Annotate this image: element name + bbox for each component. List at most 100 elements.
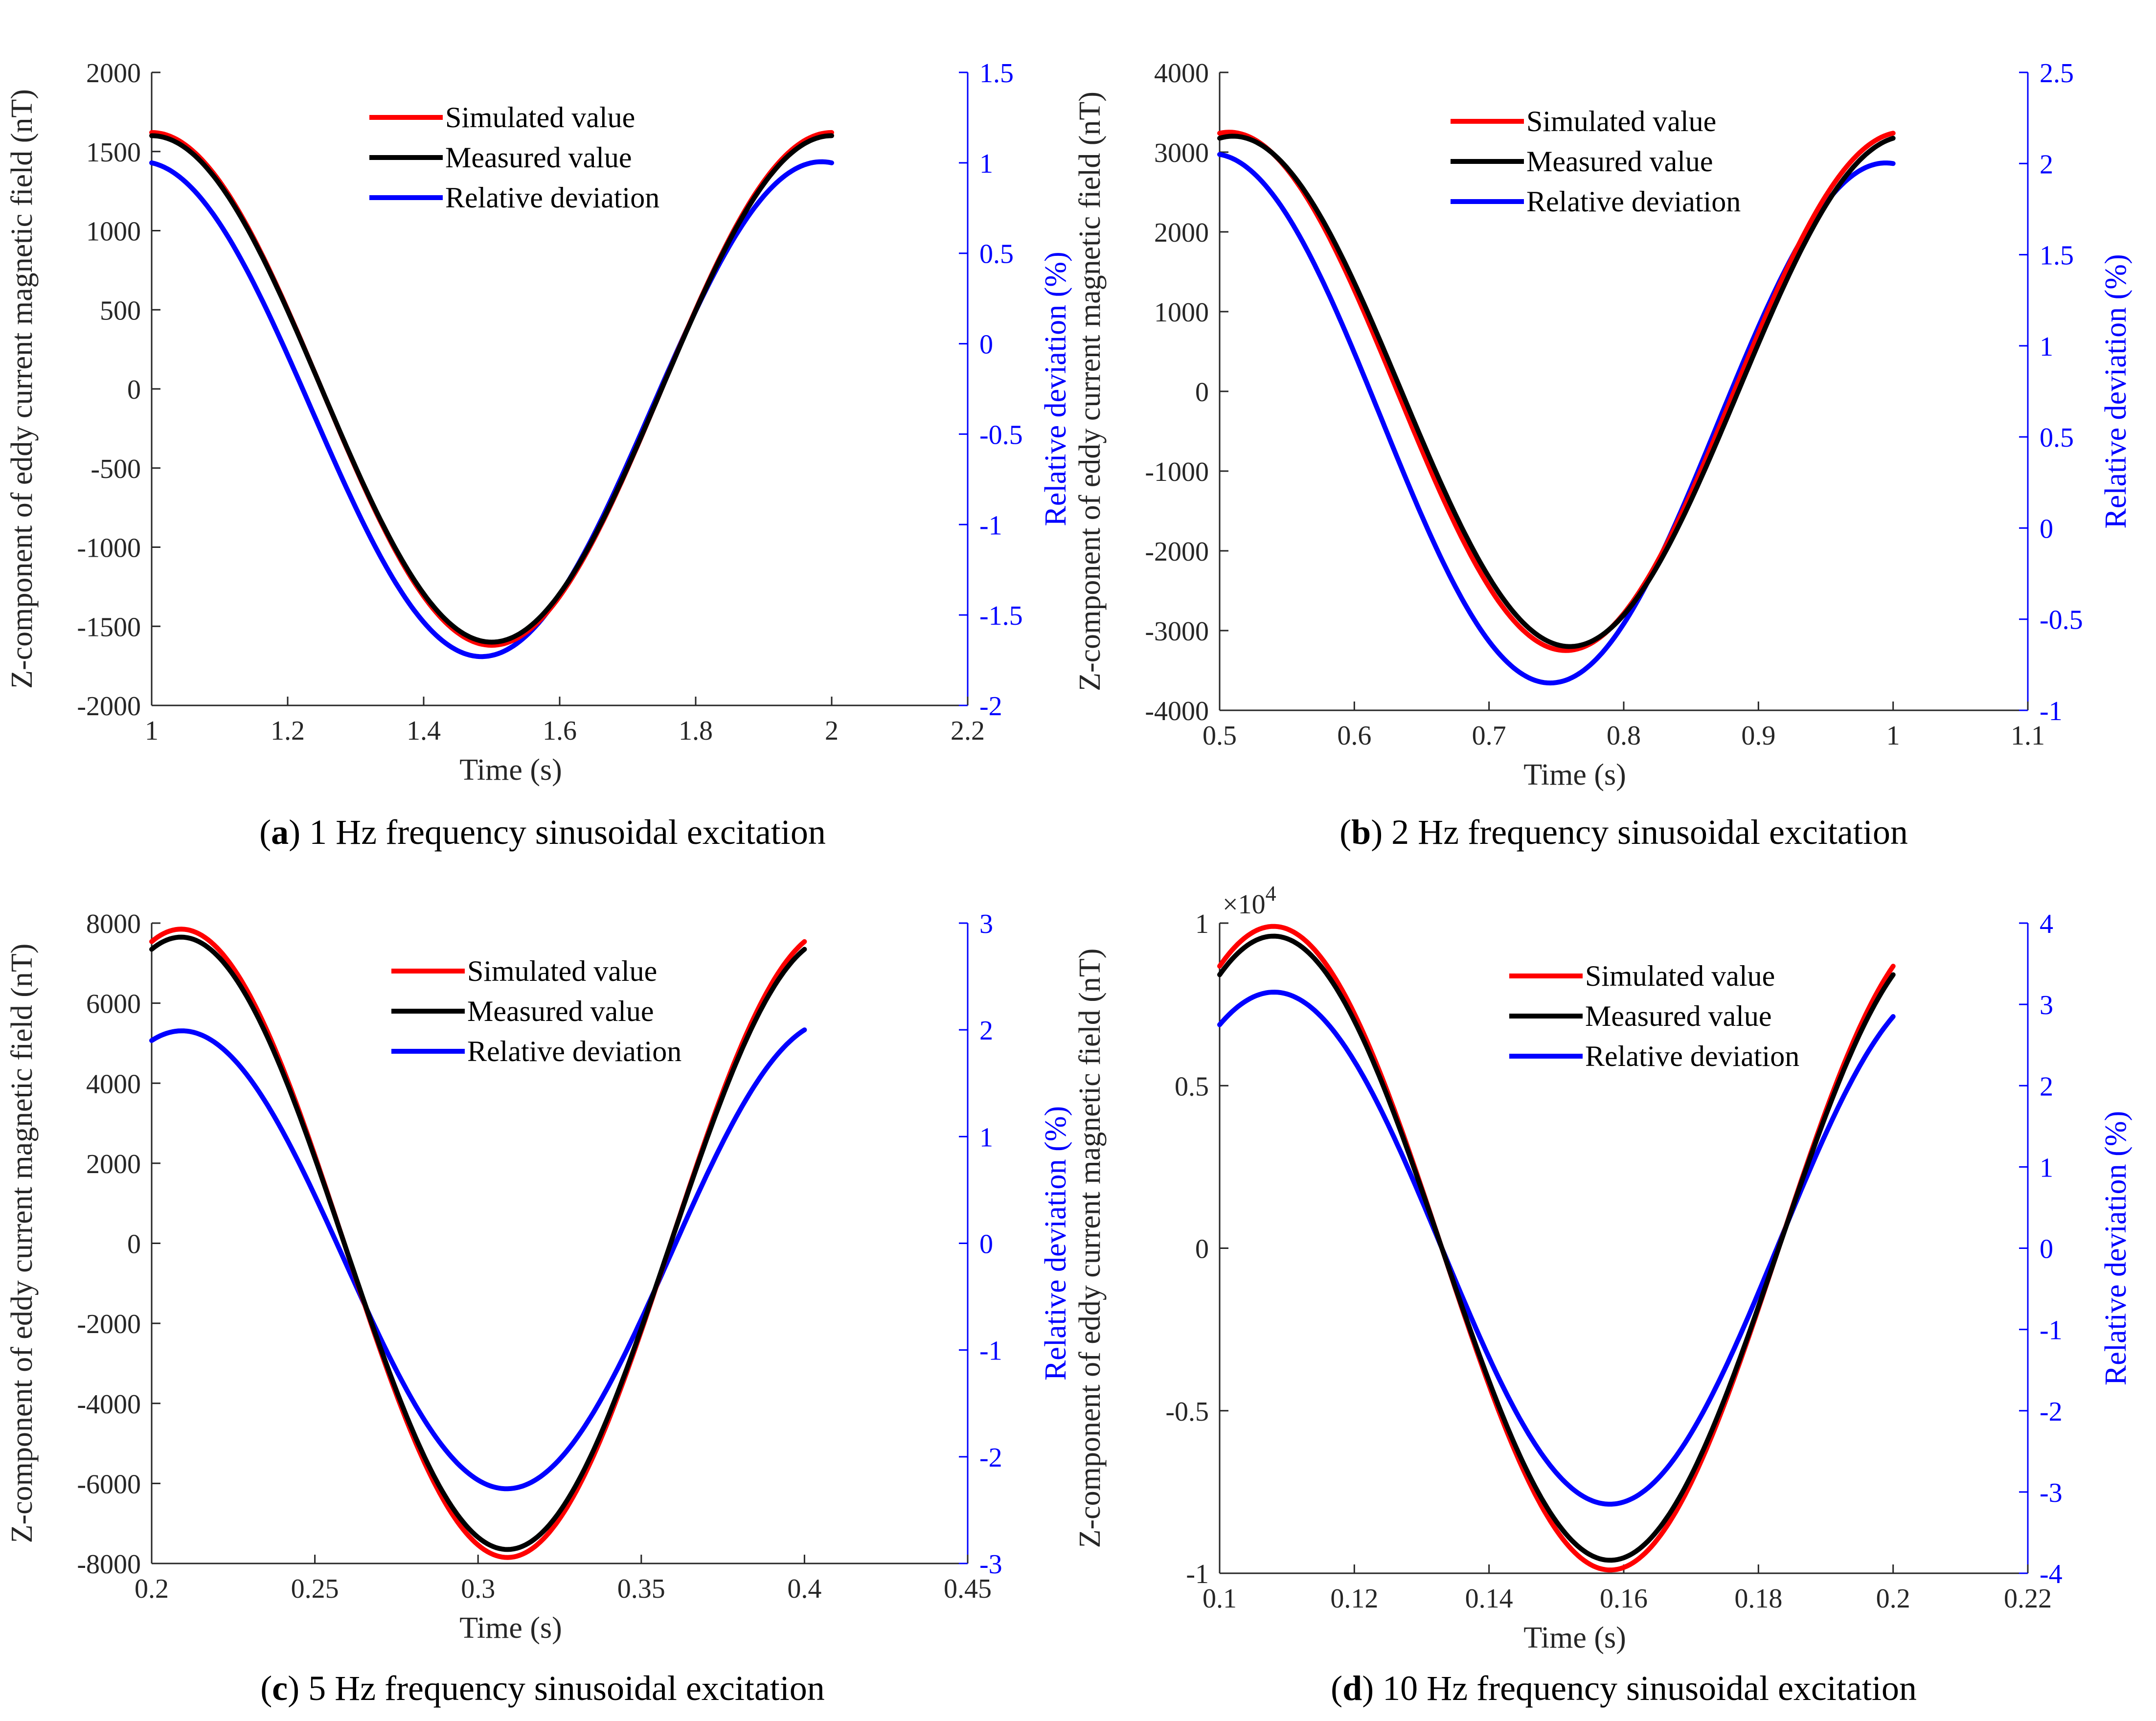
y-tick-label: 6000 xyxy=(86,989,141,1019)
y2-tick-label: -0.5 xyxy=(2040,605,2083,635)
y2-tick-label: 2 xyxy=(979,1016,993,1046)
y2-tick-label: 1 xyxy=(2040,332,2053,362)
caption-paren-open: ( xyxy=(1331,1669,1342,1708)
x-tick-label: 0.18 xyxy=(1734,1584,1782,1614)
x-tick-label: 0.3 xyxy=(461,1574,495,1604)
legend-simulated-label: Simulated value xyxy=(467,955,657,987)
y2-tick-label: 2.5 xyxy=(2040,58,2074,89)
x-axis-label: Time (s) xyxy=(459,753,562,787)
subplot-d: 0.1 0.12 0.14 0.16 0.18 0.2 0.22 -1 -0.5 0 0.5 1 -4 -… xyxy=(1073,882,2133,1708)
caption-letter: b xyxy=(1351,813,1371,852)
relative-deviation-line xyxy=(149,1027,807,1492)
y2-tick-label: 3 xyxy=(979,909,993,939)
y2-tick-label: 0.5 xyxy=(979,239,1014,270)
y2-tick-label: 0 xyxy=(2040,1234,2053,1265)
x-tick-label: 0.9 xyxy=(1741,721,1775,751)
y2-tick-label: 1 xyxy=(979,1122,993,1153)
y2-tick-label: 0 xyxy=(979,330,993,360)
y-tick-label: 500 xyxy=(100,295,141,326)
legend-measured-label: Measured value xyxy=(445,141,632,174)
x-tick-label: 1.2 xyxy=(271,716,305,746)
legend-measured-label: Measured value xyxy=(1585,1000,1772,1032)
x-tick-label: 1.1 xyxy=(2011,721,2045,751)
y-axis-label: Z-component of eddy current magnetic fie… xyxy=(1073,91,1107,691)
measured-value-line xyxy=(1217,134,1896,649)
caption-text: 10 Hz frequency sinusoidal excitation xyxy=(1374,1669,1917,1708)
y2-tick-label: 1 xyxy=(979,149,993,179)
y-tick-label: 0 xyxy=(127,375,141,405)
caption-text: 1 Hz frequency sinusoidal excitation xyxy=(300,813,826,852)
y2-tick-label: 0 xyxy=(979,1229,993,1260)
panel-caption: (d) 10 Hz frequency sinusoidal excitatio… xyxy=(1331,1669,1917,1708)
y-tick-label: 1 xyxy=(1195,909,1209,939)
y-tick-label: 4000 xyxy=(86,1069,141,1099)
caption-paren-close: ) xyxy=(1371,813,1383,852)
legend-simulated-label: Simulated value xyxy=(1585,960,1775,992)
y-axis-label: Z-component of eddy current magnetic fie… xyxy=(5,944,39,1543)
y2-tick-label: -0.5 xyxy=(979,420,1023,450)
x-tick-label: 0.45 xyxy=(944,1574,992,1604)
x-axis-label: Time (s) xyxy=(1523,758,1626,792)
x-tick-label: 1 xyxy=(145,716,159,746)
legend-simulated-label: Simulated value xyxy=(1526,105,1716,137)
y-tick-label: -6000 xyxy=(77,1469,141,1499)
measured-value-line xyxy=(149,934,807,1552)
y-tick-label: 3000 xyxy=(1154,138,1209,168)
caption-text: 5 Hz frequency sinusoidal excitation xyxy=(299,1669,825,1708)
y-tick-label: 1000 xyxy=(1154,297,1209,328)
x-tick-label: 0.25 xyxy=(291,1574,339,1604)
y-tick-label: -2000 xyxy=(1145,537,1209,567)
y2-tick-label: -1 xyxy=(979,510,1002,541)
y2-tick-label: 0 xyxy=(2040,514,2053,544)
y-tick-label: -0.5 xyxy=(1165,1397,1209,1427)
x-tick-label: 0.8 xyxy=(1607,721,1641,751)
y-tick-label: -1000 xyxy=(1145,457,1209,487)
subplot-c: 0.2 0.25 0.3 0.35 0.4 0.45-8000-6000-4000-200… xyxy=(5,909,1072,1708)
x-axis-label: Time (s) xyxy=(459,1611,562,1645)
y-tick-label: 0 xyxy=(1195,1234,1209,1265)
y2-axis-label: Relative deviation (%) xyxy=(1039,251,1072,526)
y2-tick-label: -2 xyxy=(2040,1397,2063,1427)
legend-measured-label: Measured value xyxy=(467,995,654,1027)
y2-tick-label: -1 xyxy=(2040,1315,2063,1346)
y2-tick-label: 3 xyxy=(2040,990,2053,1020)
caption-text: 2 Hz frequency sinusoidal excitation xyxy=(1383,813,1908,852)
y2-tick-label: -1 xyxy=(979,1336,1002,1366)
caption-letter: d xyxy=(1342,1669,1362,1708)
panel-caption: (b) 2 Hz frequency sinusoidal excitation xyxy=(1339,813,1908,852)
x-tick-label: 0.2 xyxy=(135,1574,169,1604)
y-tick-label: -4000 xyxy=(77,1389,141,1420)
y2-tick-label: 2 xyxy=(2040,149,2053,180)
legend-measured-label: Measured value xyxy=(1526,145,1713,178)
measured-value-line xyxy=(149,133,834,645)
y-exponent-power: 4 xyxy=(1266,882,1276,906)
legend-deviation-label: Relative deviation xyxy=(467,1035,681,1067)
y2-tick-label: 1 xyxy=(2040,1153,2053,1183)
y-tick-label: -1000 xyxy=(77,533,141,564)
y-tick-label: -1500 xyxy=(77,612,141,642)
caption-letter: a xyxy=(271,813,289,852)
y2-tick-label: -3 xyxy=(979,1549,1002,1580)
y-tick-label: -4000 xyxy=(1145,696,1209,726)
y-tick-label: 1000 xyxy=(86,217,141,247)
x-tick-label: 0.6 xyxy=(1337,721,1371,751)
y-tick-label: 0 xyxy=(1195,377,1209,408)
y-tick-label: 0 xyxy=(127,1229,141,1260)
x-tick-label: 2.2 xyxy=(951,716,985,746)
y2-tick-label: 4 xyxy=(2040,909,2053,939)
x-tick-label: 0.22 xyxy=(2004,1584,2052,1614)
caption-paren-open: ( xyxy=(260,1669,272,1708)
subplot-a: 1 1.2 1.4 1.6 1.8 2 2.2 -2000 -1500 -1000 -500 0 500… xyxy=(5,58,1072,852)
x-tick-label: 0.16 xyxy=(1600,1584,1648,1614)
y-tick-label: 8000 xyxy=(86,909,141,939)
y-tick-label: 2000 xyxy=(1154,218,1209,248)
x-tick-label: 0.1 xyxy=(1203,1584,1237,1614)
y2-tick-label: -2 xyxy=(979,1443,1002,1473)
caption-paren-close: ) xyxy=(288,1669,299,1708)
simulated-value-line xyxy=(1217,130,1896,653)
y-tick-label: -1 xyxy=(1186,1559,1209,1589)
x-tick-label: 0.7 xyxy=(1472,721,1506,751)
x-tick-label: 1 xyxy=(1886,721,1900,751)
